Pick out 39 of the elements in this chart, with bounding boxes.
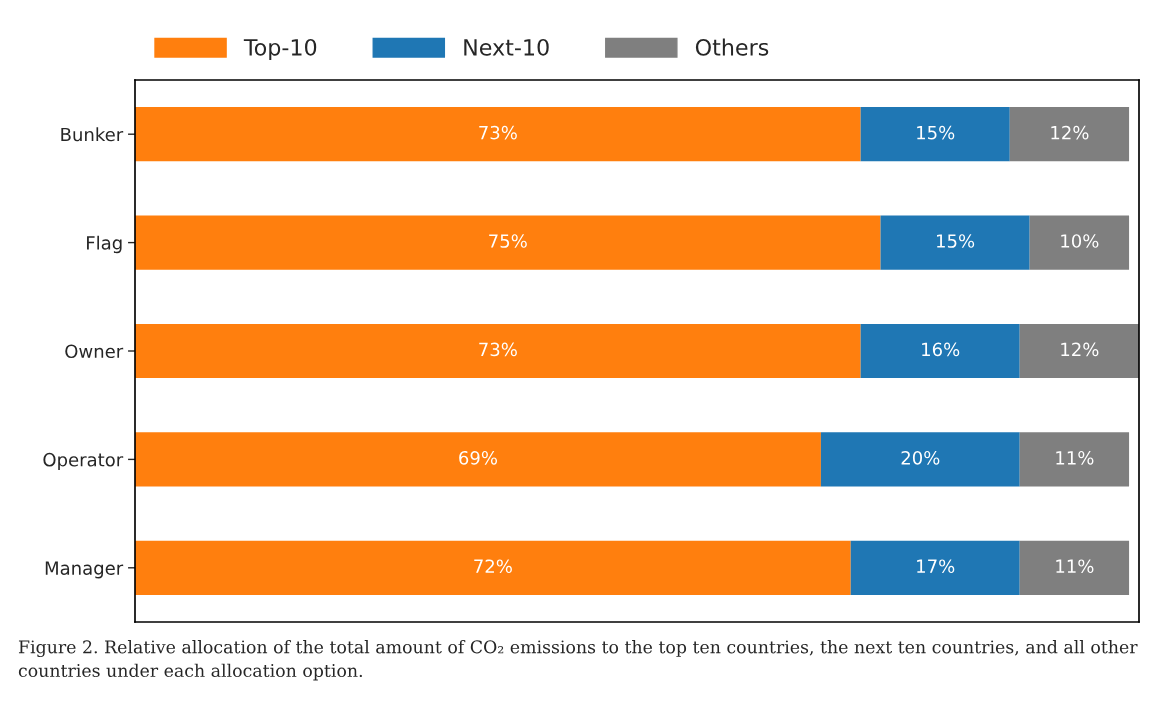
data-label: 16%	[922, 342, 960, 357]
bar	[880, 215, 1030, 270]
y-tick-label: Operator	[43, 452, 124, 471]
data-label: 73%	[479, 342, 517, 357]
data-label: 15%	[917, 125, 955, 140]
bar	[860, 323, 1020, 379]
bar	[1009, 107, 1130, 162]
bar	[1029, 215, 1130, 270]
y-tick-label: Flag	[87, 235, 122, 254]
data-label: 72%	[474, 559, 512, 574]
data-label: 75%	[489, 234, 527, 248]
legend-label: Others	[695, 38, 769, 56]
bar	[135, 323, 861, 379]
legend-label: Top-10	[243, 38, 317, 60]
bar	[135, 215, 881, 270]
data-label: 11%	[1056, 559, 1094, 574]
bar	[850, 540, 1020, 595]
bar	[135, 432, 821, 487]
data-label: 11%	[1056, 450, 1094, 465]
bar	[135, 540, 851, 595]
bar	[1019, 540, 1130, 595]
data-label: 20%	[901, 450, 940, 465]
bar	[860, 107, 1010, 162]
data-label: 69%	[459, 450, 498, 465]
y-tick-label: Owner	[65, 344, 124, 359]
data-label: 12%	[1061, 342, 1099, 357]
y-tick-label: Manager	[45, 561, 124, 579]
data-label: 73%	[479, 125, 517, 140]
data-label: 17%	[917, 559, 955, 574]
bar	[1019, 323, 1139, 379]
caption: Figure 2. Relative allocation of the total amount of CO₂ emissions to the top ten countries, the next ten countries, and all other countries under each allocation option.	[18, 640, 1138, 681]
bar	[135, 107, 861, 162]
legend-label: Next-10	[464, 38, 549, 56]
y-tick-label: Bunker	[61, 127, 124, 142]
bar	[1019, 432, 1130, 487]
bar	[820, 432, 1020, 487]
data-label: 10%	[1061, 234, 1099, 248]
data-label: 12%	[1051, 125, 1089, 140]
data-label: 15%	[937, 234, 975, 248]
